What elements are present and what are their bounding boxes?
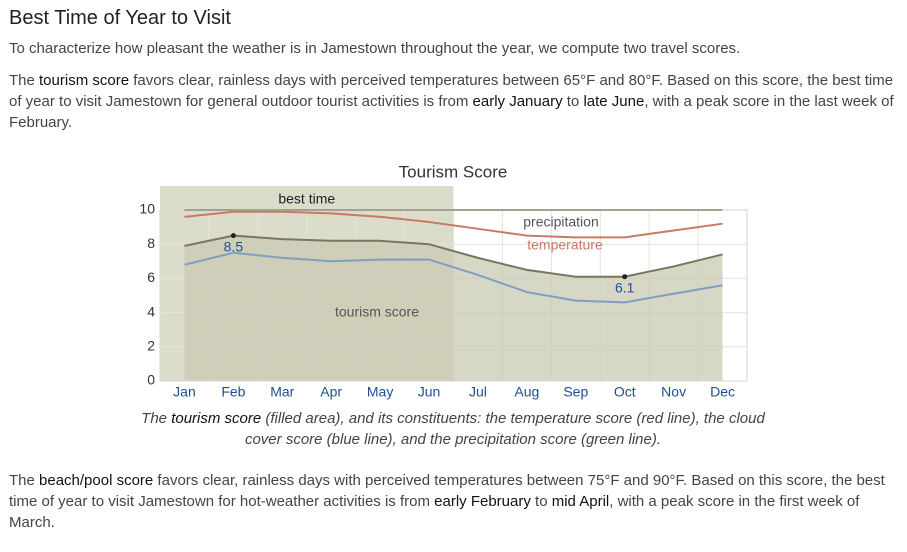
- annotation-label: 6.1: [615, 279, 635, 295]
- series-label: temperature: [527, 237, 603, 253]
- chart-title: Tourism Score: [399, 162, 508, 181]
- series-line: [184, 251, 723, 304]
- beach-paragraph: The beach/pool score favors clear, rainl…: [9, 470, 899, 533]
- emphasis: mid April: [551, 493, 610, 510]
- emphasis: tourism score: [171, 410, 262, 427]
- series-line: [184, 234, 723, 278]
- y-tick-label: 0: [147, 372, 155, 388]
- series-label: precipitation: [523, 214, 599, 230]
- x-tick-label: Apr: [320, 384, 342, 400]
- y-tick-label: 4: [147, 303, 155, 319]
- text: to: [530, 493, 552, 510]
- y-tick-label: 10: [139, 201, 155, 217]
- intro: To characterize how pleasant the weather…: [9, 40, 741, 57]
- annotation-dot: [230, 233, 236, 239]
- text: , with a peak score in the first week of…: [9, 493, 860, 531]
- plot-frame: [159, 209, 748, 382]
- x-tick-label: Dec: [710, 384, 735, 400]
- emphasis: early January: [472, 93, 563, 110]
- series-label: tourism score: [335, 304, 419, 320]
- text: The: [9, 72, 40, 89]
- caption: The tourism score (filled area), and its…: [133, 408, 773, 450]
- series-line: [184, 210, 723, 239]
- y-tick-label: 2: [147, 338, 155, 354]
- emphasis: beach/pool score: [39, 472, 154, 489]
- x-tick-label: Oct: [614, 384, 636, 400]
- text: to: [562, 93, 584, 110]
- text: , with a peak score in the last week of …: [9, 93, 894, 131]
- x-tick-label: Aug: [514, 384, 539, 400]
- emphasis: late June: [583, 93, 645, 110]
- emphasis: tourism score: [39, 72, 130, 89]
- annotation-label: 8.5: [224, 238, 244, 254]
- text: favors clear, rainless days with perceiv…: [9, 472, 885, 510]
- text: (filled area), and its constituents: the…: [244, 410, 765, 448]
- x-tick-label: Jan: [173, 384, 196, 400]
- x-tick-label: Jun: [418, 384, 441, 400]
- x-tick-label: Sep: [563, 384, 588, 400]
- best-time-label: best time: [278, 191, 335, 207]
- heading: Best Time of Year to Visit: [9, 7, 231, 29]
- tourism-paragraph: The tourism score favors clear, rainless…: [9, 70, 899, 133]
- x-tick-label: May: [367, 384, 393, 400]
- score-area: [184, 235, 723, 381]
- y-tick-label: 6: [147, 269, 155, 285]
- x-tick-label: Jul: [469, 384, 487, 400]
- text: The: [141, 410, 172, 427]
- text: favors clear, rainless days with perceiv…: [9, 72, 894, 110]
- x-tick-label: Feb: [221, 384, 245, 400]
- annotation-dot: [622, 274, 628, 280]
- x-tick-label: Nov: [661, 384, 686, 400]
- y-tick-label: 8: [147, 235, 155, 251]
- text: The: [9, 472, 40, 489]
- emphasis: early February: [434, 493, 531, 510]
- x-tick-label: Mar: [270, 384, 294, 400]
